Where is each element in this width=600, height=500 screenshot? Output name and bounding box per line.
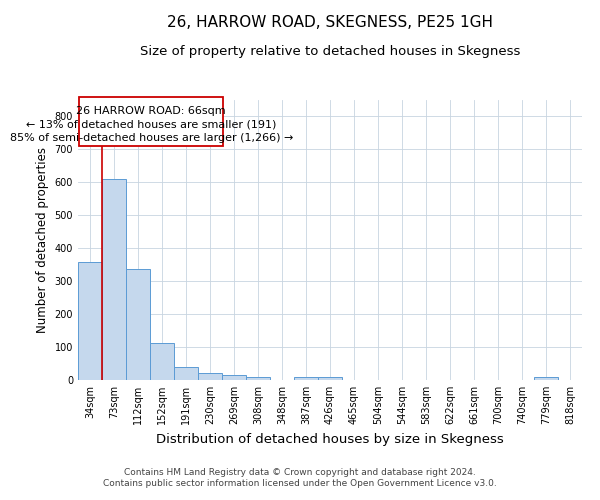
Text: 26 HARROW ROAD: 66sqm: 26 HARROW ROAD: 66sqm	[76, 106, 226, 116]
Bar	[174, 367, 198, 380]
Bar	[318, 378, 342, 380]
Bar	[534, 378, 558, 380]
Bar	[294, 378, 318, 380]
FancyBboxPatch shape	[79, 98, 223, 146]
Text: ← 13% of detached houses are smaller (191): ← 13% of detached houses are smaller (19…	[26, 120, 277, 130]
Bar	[126, 268, 150, 380]
Text: 85% of semi-detached houses are larger (1,266) →: 85% of semi-detached houses are larger (…	[10, 134, 293, 143]
Bar	[246, 377, 270, 380]
Bar	[102, 179, 126, 380]
Bar	[78, 262, 102, 380]
Text: Size of property relative to detached houses in Skegness: Size of property relative to detached ho…	[140, 45, 520, 58]
Y-axis label: Number of detached properties: Number of detached properties	[36, 147, 49, 333]
Text: Contains HM Land Registry data © Crown copyright and database right 2024.
Contai: Contains HM Land Registry data © Crown c…	[103, 468, 497, 487]
Text: 26, HARROW ROAD, SKEGNESS, PE25 1GH: 26, HARROW ROAD, SKEGNESS, PE25 1GH	[167, 15, 493, 30]
Bar	[150, 343, 174, 380]
Bar	[198, 374, 222, 380]
Bar	[222, 374, 246, 380]
X-axis label: Distribution of detached houses by size in Skegness: Distribution of detached houses by size …	[156, 432, 504, 446]
